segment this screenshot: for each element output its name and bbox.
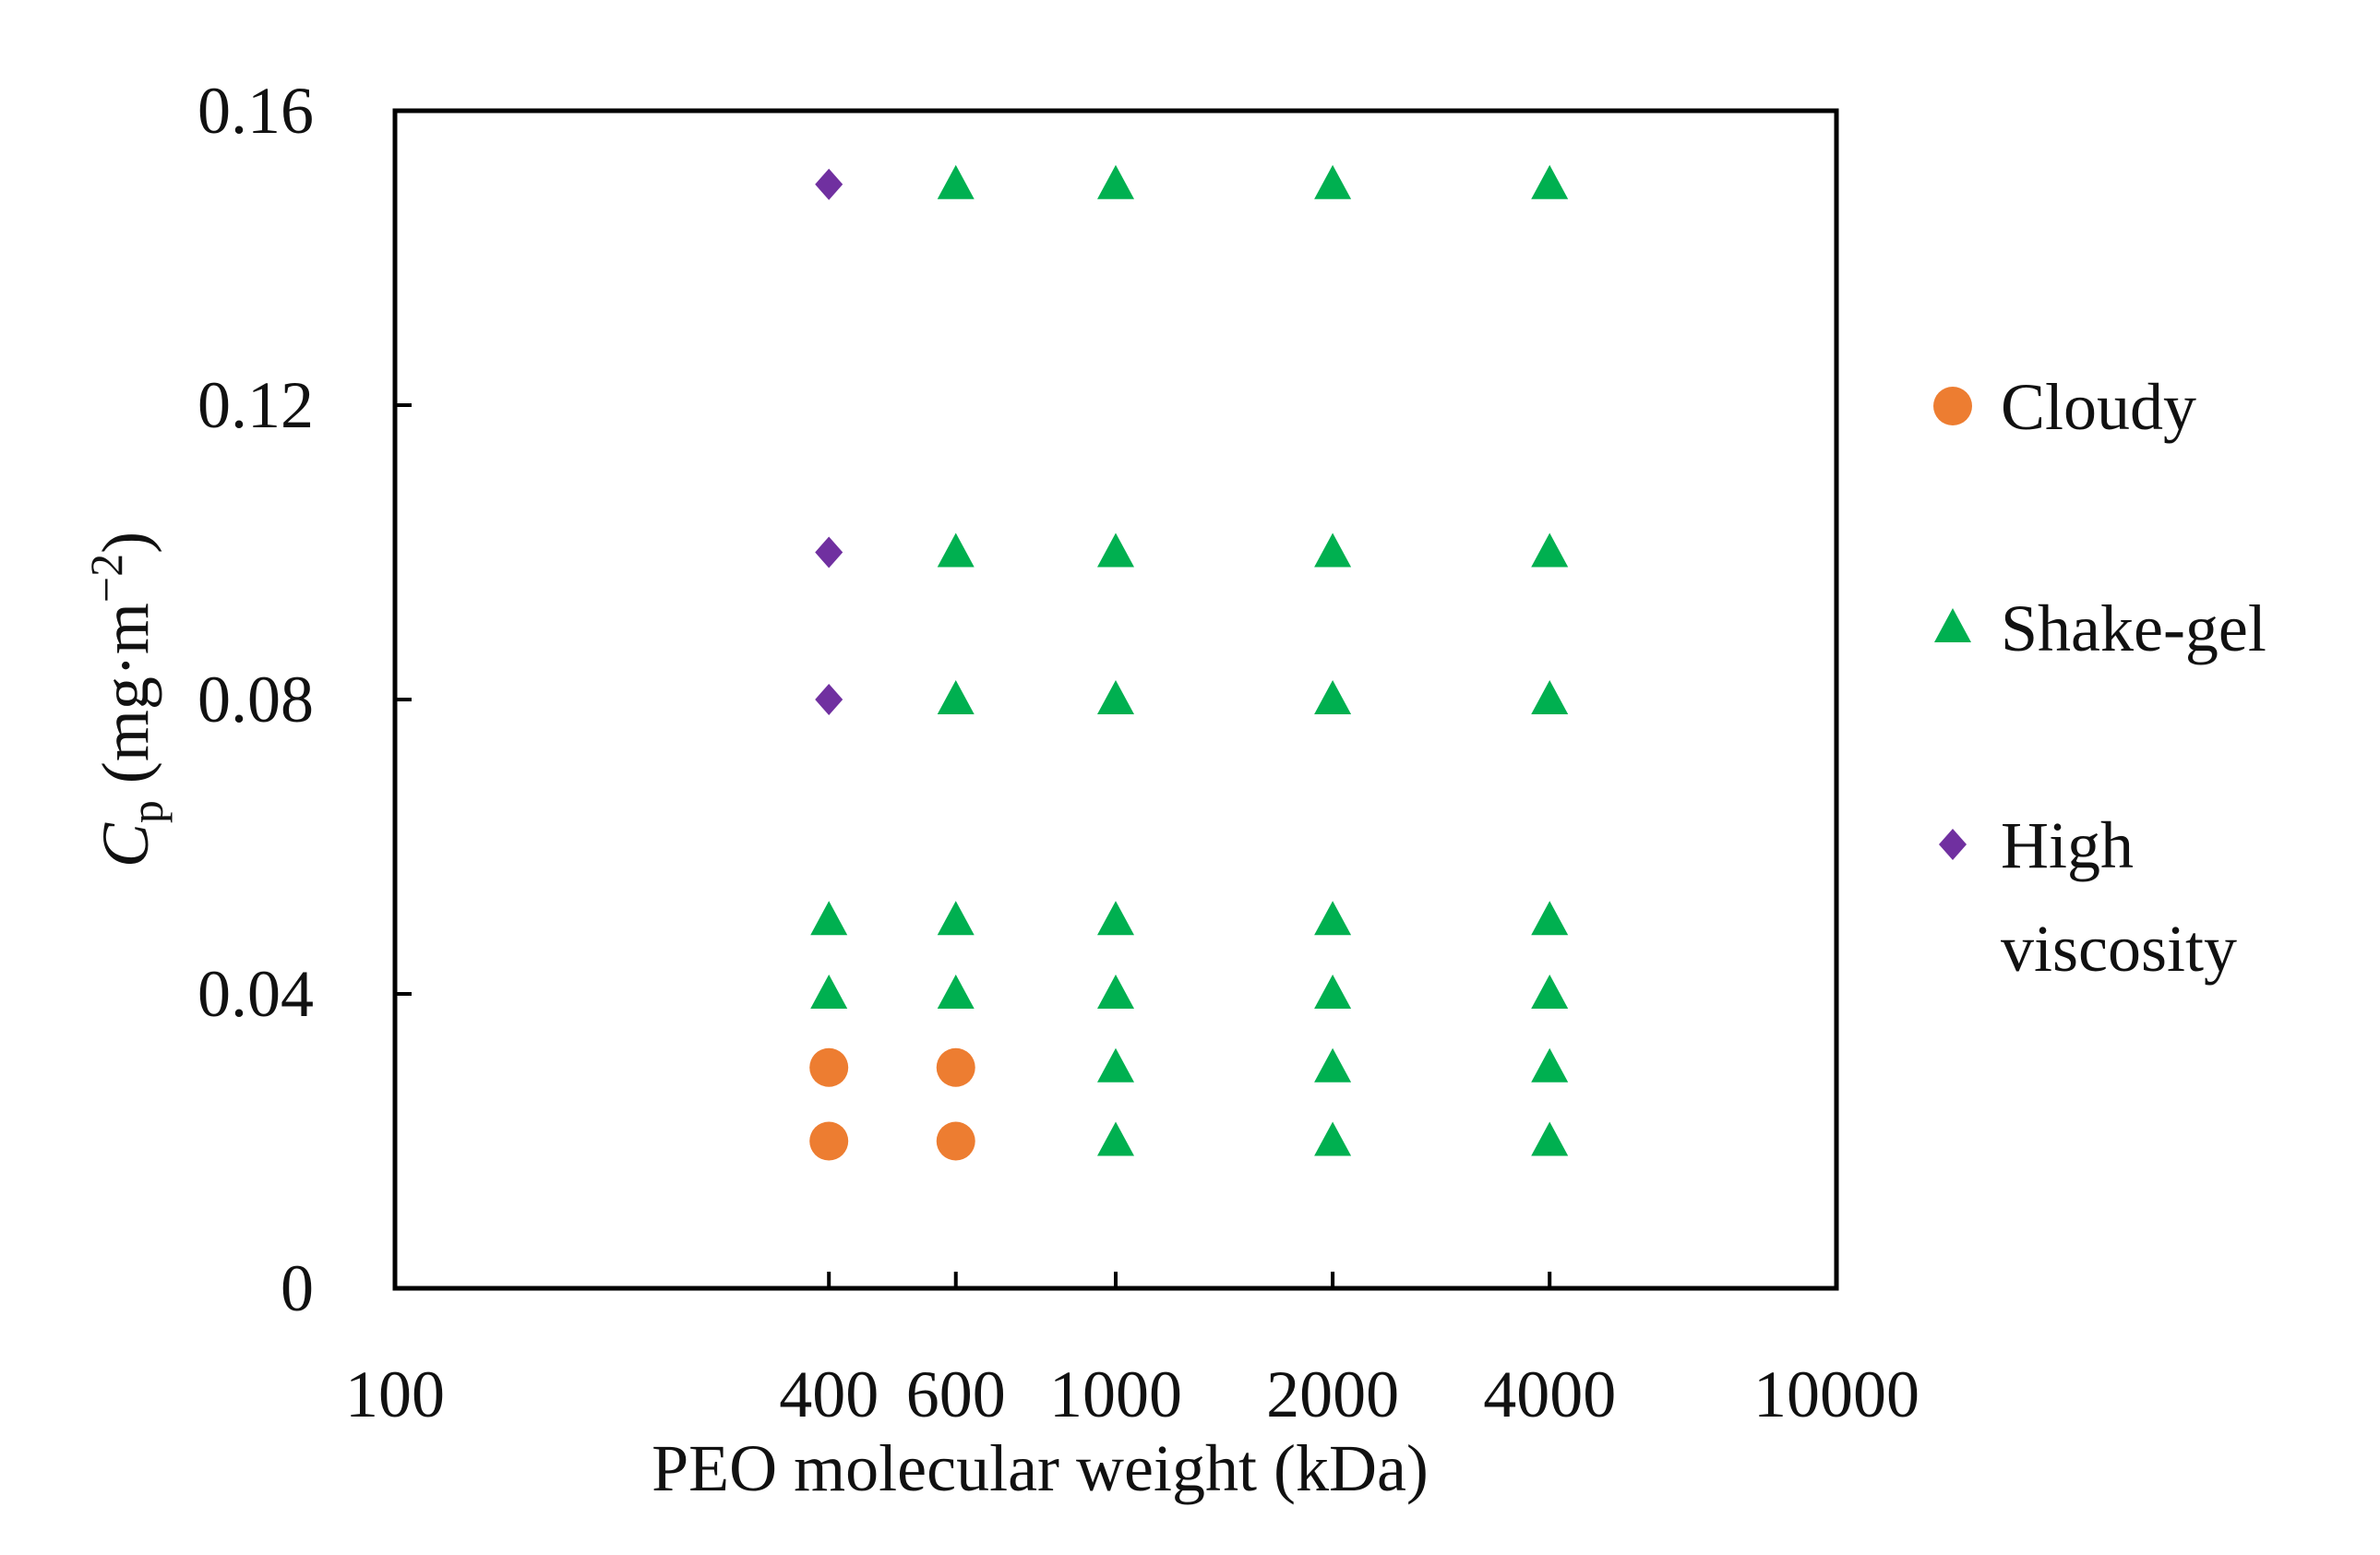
y-axis: 0 0.04 0.08 0.12 0.16 xyxy=(197,74,412,1325)
y-axis-symbol: C xyxy=(89,822,162,867)
data-point xyxy=(1531,901,1569,936)
data-point xyxy=(1531,1047,1569,1083)
data-point xyxy=(1097,164,1134,199)
data-point xyxy=(936,1121,975,1161)
x-tick-label: 2000 xyxy=(1266,1358,1399,1431)
data-point xyxy=(1314,975,1352,1009)
series-cloudy xyxy=(809,1047,975,1161)
series-high-viscosity xyxy=(815,168,843,715)
x-tick-label: 1000 xyxy=(1049,1358,1182,1431)
data-point xyxy=(1097,975,1134,1009)
data-point xyxy=(937,975,975,1009)
legend-label: High xyxy=(2001,808,2134,882)
data-point xyxy=(936,1047,975,1087)
data-point xyxy=(937,680,975,714)
data-point xyxy=(815,536,843,568)
y-tick-label: 0.12 xyxy=(197,368,314,442)
data-point xyxy=(937,164,975,199)
y-tick-label: 0.08 xyxy=(197,663,314,736)
legend-label: Shake-gel xyxy=(2001,592,2266,665)
legend: Cloudy Shake-gel High viscosity xyxy=(1933,370,2266,986)
legend-marker xyxy=(1934,608,1971,642)
series-shake-gel xyxy=(810,164,1569,1156)
data-point xyxy=(937,532,975,568)
data-point xyxy=(810,975,848,1009)
data-point xyxy=(1314,1121,1352,1156)
data-point xyxy=(1314,680,1352,714)
x-tick-label: 100 xyxy=(345,1358,445,1431)
data-point xyxy=(1314,901,1352,936)
data-point xyxy=(815,168,843,200)
data-point xyxy=(1531,532,1569,568)
data-point xyxy=(1531,680,1569,714)
y-axis-title: Cp (mg·m−2) xyxy=(80,532,173,867)
x-tick-label: 10000 xyxy=(1753,1358,1920,1431)
data-point xyxy=(1097,1121,1134,1156)
y-axis-units-exponent: −2 xyxy=(80,554,132,603)
data-point xyxy=(1531,1121,1569,1156)
y-axis-units: (mg·m xyxy=(89,603,162,800)
data-point xyxy=(1097,680,1134,714)
x-tick-label: 600 xyxy=(906,1358,1006,1431)
data-point xyxy=(1531,975,1569,1009)
data-point xyxy=(1097,901,1134,936)
data-point xyxy=(937,901,975,936)
legend-marker xyxy=(1939,829,1967,860)
y-axis-units-close: ) xyxy=(89,532,162,554)
x-tick-label: 4000 xyxy=(1483,1358,1616,1431)
legend-marker xyxy=(1933,387,1972,425)
data-point xyxy=(1097,532,1134,568)
data-point xyxy=(1097,1047,1134,1083)
x-axis-title: PEO molecular weight (kDa) xyxy=(652,1431,1429,1505)
data-point xyxy=(1531,164,1569,199)
legend-label: viscosity xyxy=(2001,912,2237,986)
x-tick-label: 400 xyxy=(779,1358,879,1431)
legend-label: Cloudy xyxy=(2001,370,2196,444)
y-tick-label: 0.04 xyxy=(197,957,314,1031)
data-point xyxy=(809,1121,849,1161)
data-points xyxy=(809,164,1569,1161)
y-tick-label: 0 xyxy=(281,1251,314,1325)
data-point xyxy=(815,684,843,715)
y-axis-subscript: p xyxy=(121,800,173,823)
y-tick-label: 0.16 xyxy=(197,74,314,148)
data-point xyxy=(1314,1047,1352,1083)
data-point xyxy=(810,901,848,936)
data-point xyxy=(809,1047,849,1087)
x-axis: 100 400 600 1000 2000 4000 10000 xyxy=(345,1272,1920,1431)
data-point xyxy=(1314,164,1352,199)
data-point xyxy=(1314,532,1352,568)
